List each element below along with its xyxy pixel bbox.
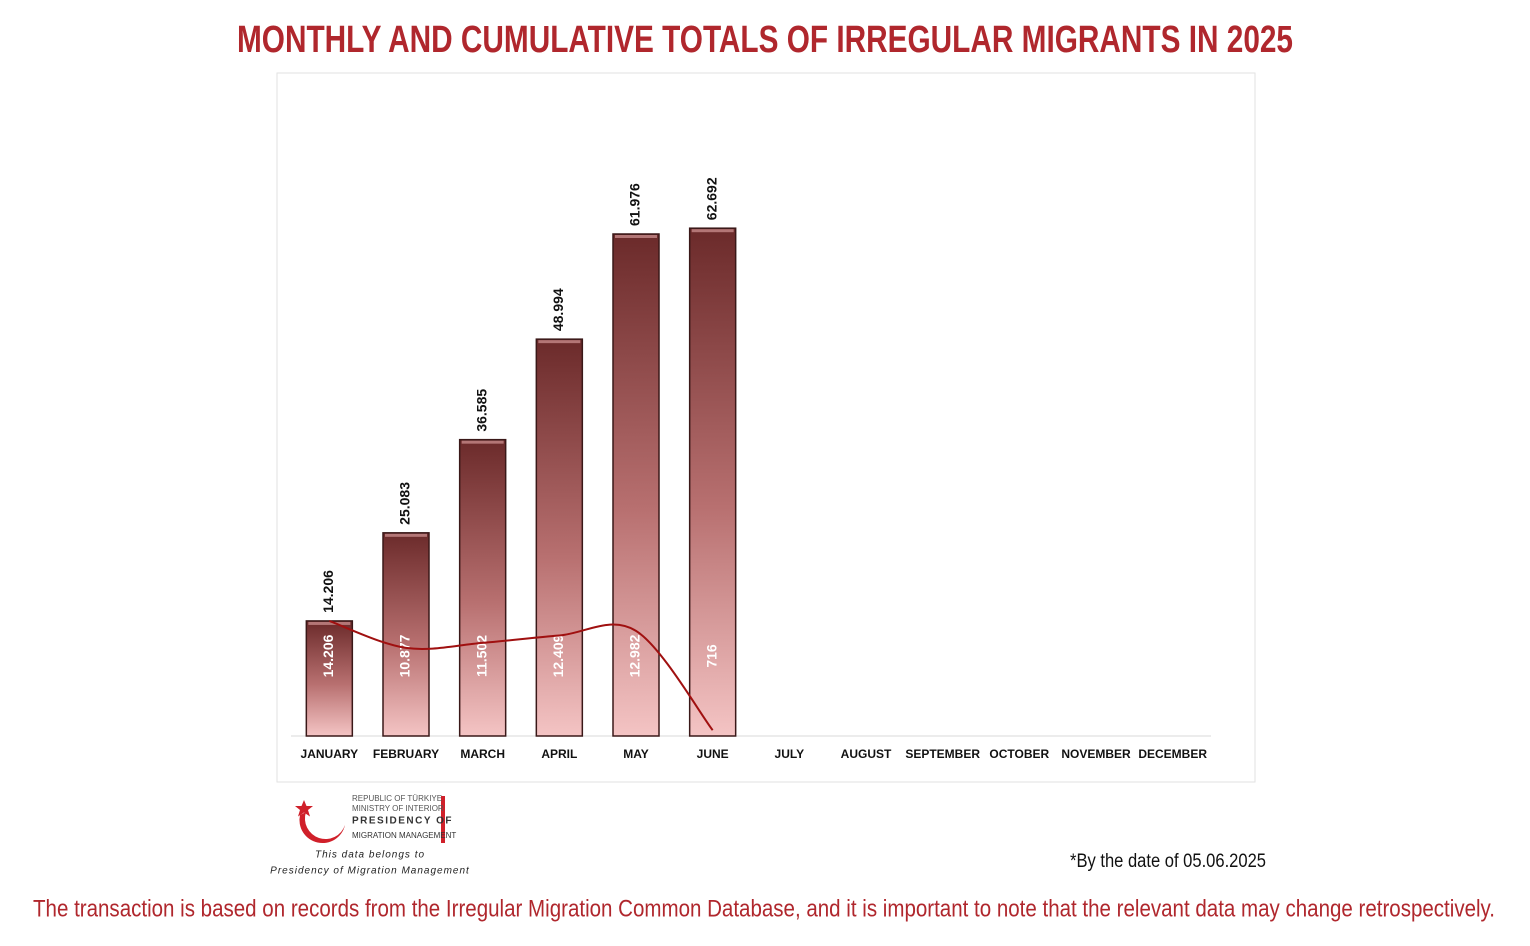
value-label: 12.982 — [627, 634, 643, 677]
x-tick-label: MARCH — [460, 747, 505, 761]
bar — [305, 620, 354, 737]
x-tick-label: DECEMBER — [1138, 747, 1207, 761]
x-tick-label: APRIL — [541, 747, 577, 761]
bar-highlight — [615, 234, 657, 238]
bar-highlight — [308, 621, 351, 625]
bar — [612, 233, 660, 737]
date-note: *By the date of 05.06.2025 — [1070, 851, 1266, 872]
bar — [535, 338, 584, 737]
bar-highlight — [461, 440, 504, 444]
value-label: 61.976 — [627, 183, 643, 226]
logo-star — [295, 800, 313, 817]
bar-highlight — [691, 229, 734, 233]
bar-highlight — [385, 533, 427, 537]
bar — [458, 438, 507, 737]
x-tick-label: MAY — [623, 747, 649, 761]
logo-text: MINISTRY OF INTERIOR — [352, 804, 444, 813]
x-tick-label: OCTOBER — [989, 747, 1049, 761]
chart-title: MONTHLY AND CUMULATIVE TOTALS OF IRREGUL… — [237, 19, 1293, 61]
plot-frame — [276, 72, 1256, 783]
x-tick-label: AUGUST — [841, 747, 892, 761]
footer-note: The transaction is based on records from… — [33, 895, 1495, 922]
logo-crescent — [299, 812, 345, 844]
logo-text: MIGRATION MANAGEMENT — [352, 831, 456, 840]
value-label: 11.502 — [473, 635, 489, 677]
value-label: 716 — [703, 644, 719, 668]
bar — [688, 227, 737, 737]
x-tick-label: SEPTEMBER — [905, 747, 980, 761]
value-label: 62.692 — [703, 177, 719, 220]
logo: REPUBLIC OF TÜRKIYE MINISTRY OF INTERIOR… — [270, 794, 470, 877]
x-tick-label: JANUARY — [301, 747, 359, 761]
value-label: 48.994 — [550, 288, 566, 331]
line — [329, 619, 714, 731]
logo-text: REPUBLIC OF TÜRKIYE — [352, 794, 442, 803]
logo-bar — [441, 796, 445, 843]
x-tick-label: JUNE — [697, 747, 729, 761]
value-label: 10.877 — [397, 634, 413, 677]
value-label: 25.083 — [397, 482, 413, 525]
logo-text: PRESIDENCY OF — [352, 816, 453, 827]
logo-caption: This data belongs to — [315, 850, 425, 861]
bar — [382, 532, 430, 737]
logo-caption: Presidency of Migration Management — [270, 866, 470, 877]
value-label: 36.585 — [473, 389, 489, 432]
x-tick-label: NOVEMBER — [1061, 747, 1131, 761]
bar-highlight — [538, 340, 581, 344]
value-label: 14.206 — [320, 634, 336, 677]
plot-area: JANUARY FEBRUARY MARCH APRIL MAY JUNE JULY AUGU… — [291, 177, 1211, 761]
x-tick-label: JULY — [775, 747, 805, 761]
x-tick-label: FEBRUARY — [373, 747, 439, 761]
value-label: 12.409 — [550, 634, 566, 677]
value-label: 14.206 — [320, 570, 336, 613]
